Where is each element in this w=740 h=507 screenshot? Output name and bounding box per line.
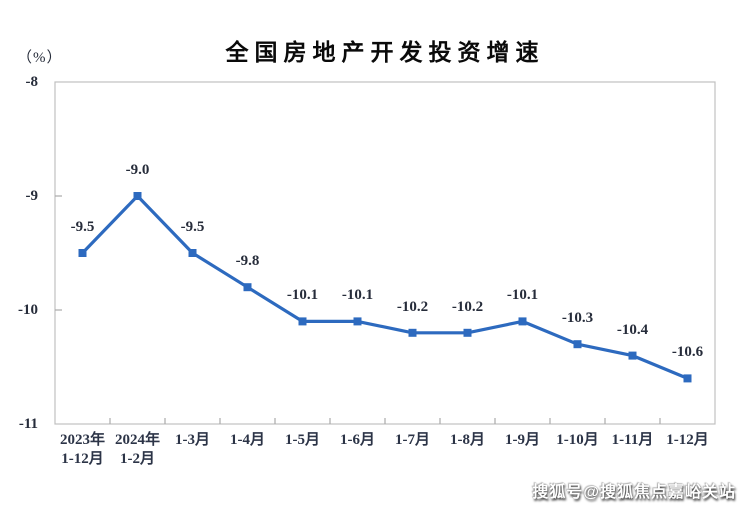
data-point-marker: [628, 351, 637, 360]
x-axis-tick-label: 1-6月: [340, 432, 375, 448]
data-point-marker: [463, 328, 472, 337]
data-point-label: -10.1: [506, 287, 539, 304]
y-axis-tick-label: -8: [25, 74, 39, 90]
data-point-marker: [188, 249, 197, 257]
data-point-label: -10.2: [396, 298, 429, 315]
investment-growth-line: [80, 194, 690, 380]
data-point-label: -10.4: [616, 321, 649, 338]
x-axis-tick-label: 1-5月: [285, 432, 320, 448]
y-axis-tick-label: -9: [25, 188, 39, 204]
data-point-marker: [408, 328, 417, 337]
data-point-label: -9.5: [70, 219, 95, 235]
watermark-text: 搜狐号@搜狐焦点嘉峪关站: [532, 484, 736, 501]
x-axis-tick-label: 2023年 1-12月: [59, 432, 105, 467]
x-axis-tick-label: 1-11月: [611, 432, 654, 448]
data-point-marker: [518, 317, 527, 326]
x-axis-tick-label: 1-8月: [450, 432, 485, 448]
x-axis-tick-label: 1-7月: [395, 432, 430, 448]
plot-border: [54, 81, 716, 425]
x-axis-tick-label: 1-9月: [505, 432, 540, 448]
data-point-label: -10.6: [671, 344, 704, 361]
chart-title: 全国房地产开发投资增速: [225, 39, 545, 65]
data-point-marker: [298, 317, 307, 326]
data-point-marker: [683, 374, 692, 383]
data-point-label: -10.1: [286, 287, 319, 304]
data-point-label: -9.5: [180, 219, 205, 235]
data-point-marker: [133, 192, 142, 200]
x-axis-tick-label: 2024年 1-2月: [114, 432, 160, 467]
data-point-marker: [78, 249, 87, 257]
x-axis-tick-label: 1-10月: [556, 432, 599, 448]
x-axis-tick-label: 1-12月: [666, 432, 709, 448]
data-point-marker: [243, 283, 252, 292]
data-point-label: -10.2: [451, 298, 484, 315]
data-point-label: -9.8: [235, 253, 260, 270]
data-point-label: -9.0: [125, 162, 150, 178]
x-axis-tick-label: 1-3月: [175, 432, 210, 448]
y-axis-unit-label: （%）: [17, 50, 63, 66]
data-point-marker: [353, 317, 362, 326]
x-axis-tick-label: 1-4月: [230, 432, 265, 448]
data-point-label: -10.1: [341, 287, 374, 304]
y-axis-tick-label: -11: [18, 416, 38, 432]
y-axis-tick-label: -10: [18, 302, 38, 318]
data-point-marker: [573, 340, 582, 349]
data-point-label: -10.3: [561, 310, 594, 327]
